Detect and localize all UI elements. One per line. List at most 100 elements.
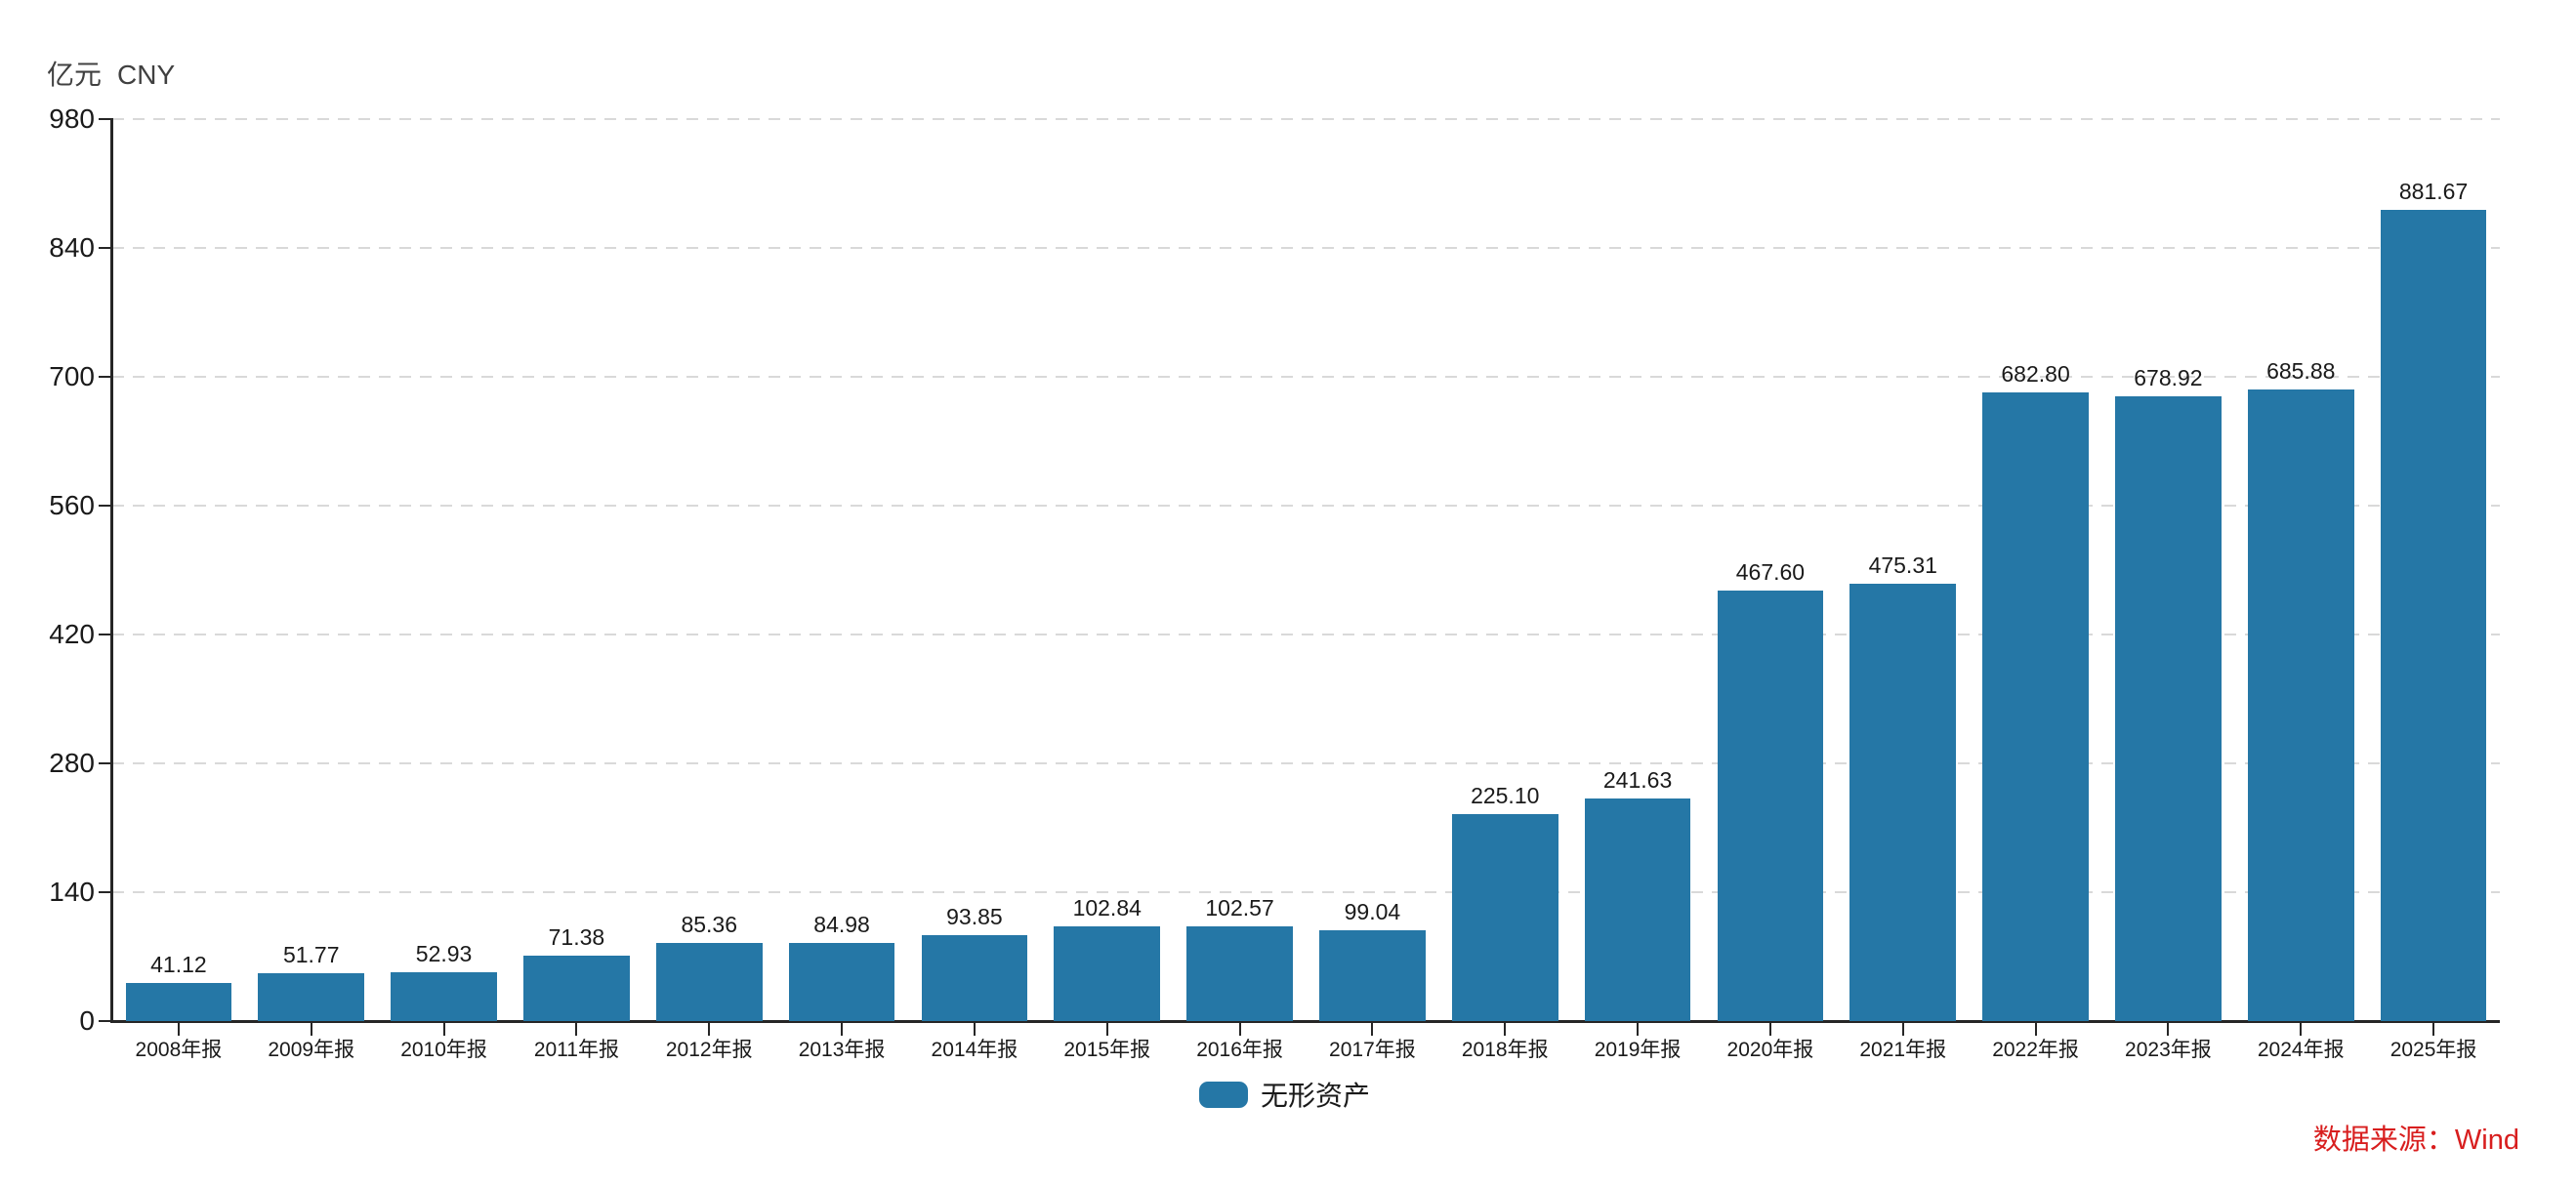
x-axis-tick-label: 2023年报 [2125,1039,2212,1061]
x-axis-tick-label: 2010年报 [400,1039,487,1061]
y-axis-tick-label: 140 [49,877,95,907]
x-axis-line [110,1020,2500,1023]
data-source-label: 数据来源：Wind [2312,1125,2519,1156]
bar-2016年报[interactable] [1186,926,1293,1021]
bar-2021年报[interactable] [1849,583,1957,1021]
x-axis-tick-label: 2016年报 [1196,1039,1283,1061]
x-axis-tick-label: 2022年报 [1992,1039,2079,1061]
y-axis-tick [99,247,112,249]
y-axis-tick [99,505,112,507]
bar-2010年报[interactable] [391,972,497,1021]
bar-2009年报[interactable] [258,973,365,1021]
x-axis-tick [973,1022,976,1036]
y-gridline [112,118,2500,120]
bar-2022年报[interactable] [1982,392,2089,1021]
bar-value-label: 225.10 [1471,782,1540,808]
y-axis-tick-label: 980 [49,103,95,134]
bar-2020年报[interactable] [1717,591,1824,1021]
bar-2015年报[interactable] [1054,926,1161,1021]
y-axis-unit-label: 亿元 CNY [47,59,175,92]
x-axis-tick-label: 2009年报 [268,1039,355,1061]
y-gridline [112,247,2500,249]
bar-2017年报[interactable] [1319,929,1426,1021]
bar-value-label: 52.93 [415,941,473,967]
legend-label: 无形资产 [1261,1081,1371,1111]
x-axis-tick [177,1022,180,1036]
bar-value-label: 881.67 [2398,178,2469,204]
y-gridline [112,762,2500,764]
legend[interactable]: 无形资产 [1199,1075,1370,1114]
y-axis-tick-label: 420 [49,619,95,649]
bar-value-label: 467.60 [1735,559,1806,586]
y-axis-tick [99,891,112,893]
y-gridline [112,891,2500,893]
y-axis-tick [99,762,112,764]
bar-2018年报[interactable] [1451,813,1558,1021]
bar-value-label: 682.80 [2001,361,2070,388]
bar-2011年报[interactable] [523,955,630,1021]
x-axis-tick-label: 2017年报 [1329,1039,1416,1061]
x-axis-tick-label: 2012年报 [665,1039,753,1061]
y-axis-tick [99,1020,112,1022]
y-gridline [112,505,2500,507]
y-axis-currency-text: CNY [117,60,176,90]
x-axis-tick-label: 2011年报 [533,1039,619,1061]
x-axis-tick-label: 2013年报 [798,1039,886,1061]
x-axis-tick [2300,1022,2303,1036]
bar-2025年报[interactable] [2380,209,2487,1021]
bar-value-label: 51.77 [282,942,340,968]
bar-2008年报[interactable] [125,983,232,1021]
y-gridline [112,634,2500,635]
bar-value-label: 93.85 [946,903,1003,929]
bar-value-label: 685.88 [2266,358,2336,385]
y-axis-tick-label: 0 [79,1005,95,1036]
x-axis-tick [1238,1022,1241,1036]
legend-swatch [1199,1081,1248,1108]
x-axis-tick [2432,1022,2435,1036]
x-axis-tick [442,1022,445,1036]
y-axis-line [110,118,113,1023]
x-axis-tick [310,1022,312,1036]
x-axis-tick [1105,1022,1108,1036]
y-axis-tick [99,634,112,635]
x-axis-tick-label: 2015年报 [1063,1039,1151,1061]
bar-2023年报[interactable] [2115,395,2222,1021]
bar-value-label: 678.92 [2134,364,2203,390]
x-axis-tick-label: 2024年报 [2257,1039,2345,1061]
bar-value-label: 84.98 [813,911,870,937]
bar-2014年报[interactable] [921,934,1028,1021]
y-axis-tick-label: 840 [49,232,95,263]
x-axis-tick [708,1022,711,1036]
x-axis-tick [2167,1022,2170,1036]
bar-2012年报[interactable] [655,942,763,1021]
bar-value-label: 475.31 [1868,552,1937,578]
y-axis-unit-text: 亿元 [47,60,103,90]
x-axis-tick-label: 2014年报 [931,1039,1018,1061]
bar-value-label: 102.84 [1072,895,1142,921]
x-axis-tick-label: 2019年报 [1594,1039,1682,1061]
x-axis-tick [1768,1022,1771,1036]
y-axis-tick [99,118,112,120]
x-axis-tick-label: 2021年报 [1859,1039,1947,1061]
x-axis-tick [1504,1022,1507,1036]
x-axis-tick-label: 2020年报 [1726,1039,1814,1061]
y-axis-tick-label: 280 [49,748,95,778]
bar-value-label: 41.12 [150,952,207,978]
bar-2019年报[interactable] [1584,798,1691,1021]
bar-value-label: 102.57 [1205,895,1274,921]
bar-value-label: 241.63 [1602,767,1673,794]
bar-value-label: 99.04 [1344,898,1401,924]
bar-value-label: 71.38 [548,923,605,950]
x-axis-tick-label: 2018年报 [1461,1039,1549,1061]
y-gridline [112,376,2500,378]
x-axis-tick [1637,1022,1640,1036]
x-axis-tick-label: 2025年报 [2389,1039,2477,1061]
x-axis-tick [575,1022,578,1036]
x-axis-tick-label: 2008年报 [135,1039,223,1061]
y-axis-tick-label: 700 [49,361,95,391]
y-axis-tick [99,376,112,378]
bar-2024年报[interactable] [2247,389,2354,1021]
bar-2013年报[interactable] [788,942,895,1021]
y-axis-tick-label: 560 [49,490,95,520]
